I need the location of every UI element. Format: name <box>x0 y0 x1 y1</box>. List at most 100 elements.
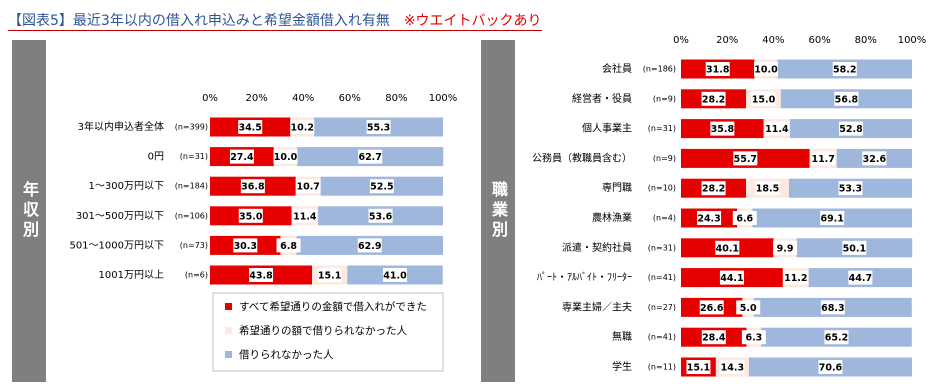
sample-size: (n=11) <box>648 363 676 372</box>
sample-size: (n=27) <box>648 303 676 312</box>
value-label-box <box>811 151 836 166</box>
value-label-box <box>238 120 263 134</box>
value-label: 28.4 <box>702 333 726 344</box>
value-label: 65.2 <box>825 333 848 344</box>
value-label-box <box>820 300 845 315</box>
value-label: 15.1 <box>318 271 341 282</box>
value-label: 15.1 <box>687 363 710 374</box>
x-tick-label: 100% <box>898 35 927 46</box>
legend-swatch <box>225 303 232 310</box>
category-label: 専門職 <box>602 182 632 194</box>
value-label: 53.3 <box>839 184 862 195</box>
value-label-box <box>699 300 724 315</box>
value-label-box <box>720 360 745 374</box>
category-label: 公務員（教職員含む） <box>532 151 632 164</box>
value-label: 10.0 <box>274 152 298 163</box>
value-label-box <box>317 268 342 282</box>
category-label: 個人事業主 <box>582 122 632 135</box>
category-label: 3年以内申込者全体 <box>78 120 164 133</box>
value-label-box <box>824 330 849 345</box>
x-tick-label: 40% <box>762 35 784 46</box>
value-label-box <box>276 238 301 253</box>
value-label-box <box>369 179 394 194</box>
title-bar: 【図表5】最近3年以内の借入れ申込みと希望金額借入れ有無 ※ウエイトバックあり <box>8 10 542 31</box>
value-label: 5.0 <box>740 303 757 314</box>
category-label: 農林漁業 <box>592 211 632 224</box>
value-label: 55.3 <box>367 123 390 134</box>
legend-box <box>212 292 444 372</box>
value-label: 11.7 <box>811 154 834 165</box>
value-label: 26.6 <box>700 303 724 314</box>
sample-size: (n=9) <box>653 94 676 103</box>
x-tick-label: 60% <box>339 93 361 104</box>
value-label-box <box>764 121 789 136</box>
value-label: 10.7 <box>296 182 319 193</box>
x-tick-label: 80% <box>855 35 877 46</box>
value-label-box <box>755 181 780 196</box>
value-label-box <box>290 120 315 134</box>
category-label: 301～500万円以下 <box>76 211 164 222</box>
value-label: 41.0 <box>383 271 407 282</box>
sample-size: (n=6) <box>185 271 208 280</box>
value-label: 62.9 <box>358 241 381 252</box>
value-label: 28.2 <box>702 94 725 105</box>
x-tick-label: 40% <box>292 93 314 104</box>
value-label: 24.3 <box>697 214 720 225</box>
value-label: 10.0 <box>754 65 778 76</box>
value-label: 30.3 <box>234 241 257 252</box>
category-label: 経営者・役員 <box>572 92 632 105</box>
x-tick-label: 20% <box>716 35 738 46</box>
value-label-box <box>686 360 711 374</box>
value-label-box <box>366 120 391 134</box>
value-label: 6.6 <box>736 214 753 225</box>
x-tick-label: 60% <box>808 35 830 46</box>
value-label-box <box>820 211 845 225</box>
value-label: 6.8 <box>280 241 297 252</box>
x-tick-label: 0% <box>202 93 218 104</box>
value-label-box <box>818 360 843 374</box>
sample-size: (n=41) <box>648 273 676 282</box>
sample-size: (n=184) <box>175 182 208 191</box>
value-label: 11.4 <box>293 211 317 222</box>
sample-size: (n=31) <box>648 124 676 133</box>
value-label-box <box>701 91 726 106</box>
value-label-box <box>733 151 758 166</box>
value-label-box <box>834 91 859 106</box>
category-label: 派遣・契約社員 <box>562 241 632 254</box>
value-label-box <box>368 208 393 223</box>
value-label-box <box>842 240 867 255</box>
value-label: 50.1 <box>843 243 866 254</box>
value-label-box <box>273 149 298 164</box>
value-label: 35.0 <box>239 211 263 222</box>
sample-size: (n=10) <box>648 184 676 193</box>
value-label-box <box>705 62 730 76</box>
value-label: 68.3 <box>821 303 844 314</box>
legend-label: すべて希望通りの金額で借入れができた <box>239 300 427 313</box>
category-label: 会社員 <box>602 62 632 75</box>
value-label: 53.6 <box>369 211 393 222</box>
value-label-box <box>383 268 408 282</box>
value-label-box <box>701 181 726 196</box>
x-tick-label: 0% <box>673 35 689 46</box>
value-label: 14.3 <box>721 363 744 374</box>
sample-size: (n=186) <box>643 65 676 74</box>
value-label-box <box>357 238 382 253</box>
value-label: 69.1 <box>820 214 843 225</box>
value-label: 56.8 <box>835 94 859 105</box>
value-label: 62.7 <box>358 152 381 163</box>
value-label: 35.8 <box>711 124 735 135</box>
value-label: 28.2 <box>702 184 725 195</box>
value-label-box <box>732 211 757 225</box>
value-label: 11.4 <box>765 124 789 135</box>
legend-label: 希望通りの額で借りられなかった人 <box>239 324 407 337</box>
value-label-box <box>240 179 265 194</box>
note: ※ウエイトバックあり <box>403 13 542 29</box>
value-label-box <box>839 121 864 136</box>
value-label: 31.8 <box>706 65 730 76</box>
value-label-box <box>754 62 779 76</box>
value-label: 32.6 <box>863 154 887 165</box>
value-label-box <box>719 270 744 285</box>
category-label: 1～300万円以下 <box>89 181 164 192</box>
value-label-box <box>358 149 383 164</box>
